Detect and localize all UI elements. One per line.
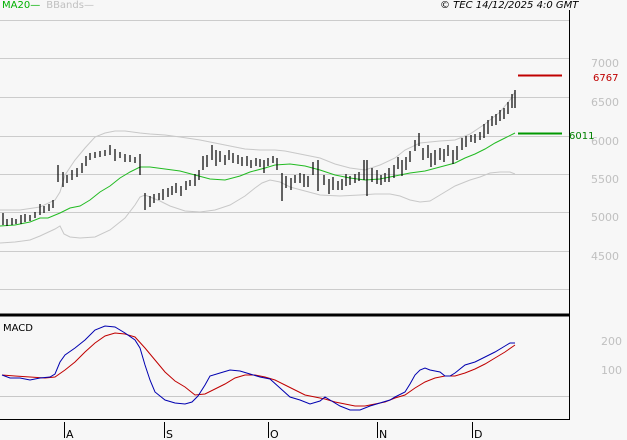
price-bars (2, 90, 516, 226)
ma20-line (0, 132, 516, 227)
chart-legend: MA20— BBands— (2, 0, 94, 12)
bband-upper (0, 91, 516, 211)
svg-text:100: 100 (601, 364, 622, 377)
svg-text:4500: 4500 (591, 250, 619, 263)
macd-y-axis-labels: 200 100 (601, 335, 622, 377)
svg-text:6500: 6500 (591, 96, 619, 109)
legend-ma20: MA20— (2, 0, 41, 11)
svg-text:D: D (474, 428, 482, 440)
last-price-label: 6767 (593, 73, 618, 84)
svg-text:A: A (66, 428, 74, 440)
svg-text:6000: 6000 (591, 135, 619, 148)
bband-lower (0, 171, 516, 244)
x-axis-month-labels: A S O N D (66, 428, 482, 440)
svg-text:5500: 5500 (591, 173, 619, 186)
svg-text:S: S (166, 428, 173, 440)
macd-signal-line (1, 332, 516, 407)
macd-title: MACD (3, 323, 33, 334)
x-axis (64, 422, 473, 438)
svg-text:7000: 7000 (591, 57, 619, 70)
legend-bbands: BBands— (46, 0, 94, 11)
svg-text:N: N (379, 428, 387, 440)
svg-text:O: O (270, 428, 279, 440)
svg-text:200: 200 (601, 335, 622, 348)
price-gridlines (0, 20, 569, 290)
bollinger-bands (0, 91, 516, 244)
ma20-value-label: 6011 (569, 131, 594, 142)
macd-line (1, 325, 515, 411)
price-y-axis-labels: 7000 6500 6000 5500 5000 4500 (591, 57, 619, 263)
svg-text:5000: 5000 (591, 211, 619, 224)
copyright-timestamp: © TEC 14/12/2025 4:0 GMT (440, 0, 579, 11)
